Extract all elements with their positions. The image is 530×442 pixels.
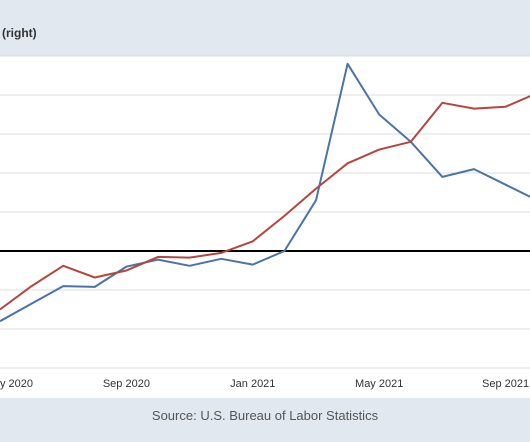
chart-header: (right) <box>0 0 530 56</box>
x-tick-label: y 2020 <box>0 378 33 390</box>
x-tick-label: Sep 2020 <box>103 378 150 390</box>
x-axis-band <box>0 368 530 398</box>
x-tick-label: Sep 2021 <box>482 378 529 390</box>
series-line-1 <box>0 62 530 323</box>
axis-side-label: (right) <box>2 26 37 40</box>
x-tick-label: May 2021 <box>355 378 403 390</box>
series-line-2 <box>0 95 530 311</box>
x-tick-label: Jan 2021 <box>230 378 275 390</box>
source-note: Source: U.S. Bureau of Labor Statistics <box>151 408 379 423</box>
